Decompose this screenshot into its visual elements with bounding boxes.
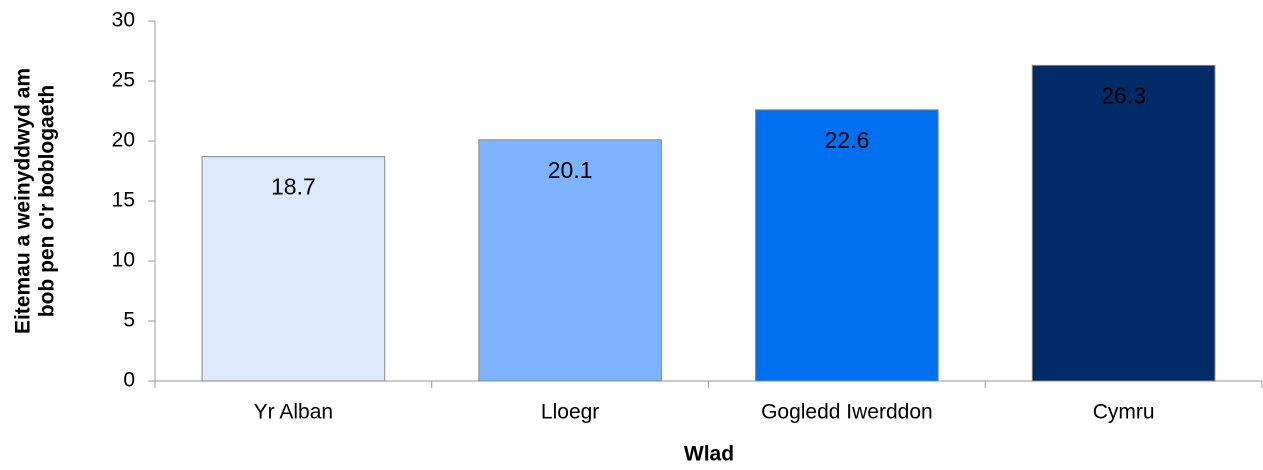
data-label: 22.6	[824, 127, 869, 153]
x-tick-label: Lloegr	[541, 401, 599, 424]
y-tick-label: 20	[112, 129, 135, 152]
y-axis-label: Eitemau a weinyddwyd am	[12, 68, 35, 334]
y-tick-label: 0	[123, 369, 135, 392]
bar	[755, 109, 939, 382]
y-tick-label: 5	[123, 309, 135, 332]
data-label: 18.7	[271, 174, 316, 200]
x-tick-label: Yr Alban	[254, 401, 333, 424]
data-label: 26.3	[1101, 82, 1146, 108]
y-tick-label: 25	[112, 69, 135, 92]
bar	[1031, 64, 1216, 382]
y-tick-label: 10	[112, 249, 135, 272]
x-tick-label: Cymru	[1093, 401, 1155, 424]
x-axis-label: Wlad	[684, 443, 734, 466]
bar	[478, 139, 662, 382]
bar	[201, 156, 386, 382]
x-tick-label: Gogledd Iwerddon	[761, 401, 933, 424]
y-tick-label: 30	[112, 9, 135, 32]
y-axis-label: bob pen o'r boblogaeth	[36, 85, 59, 317]
data-label: 20.1	[548, 157, 593, 183]
y-tick-label: 15	[112, 189, 135, 212]
